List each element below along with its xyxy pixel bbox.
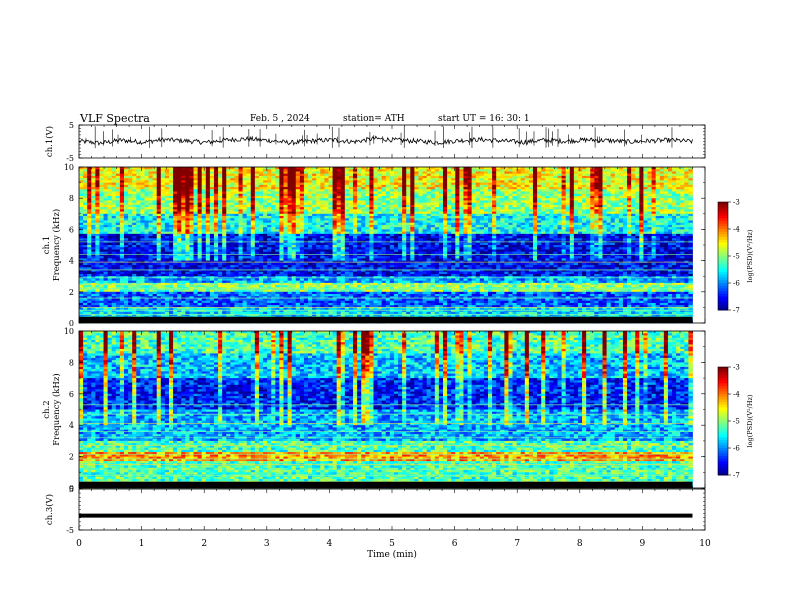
ch1-waveform-trace	[79, 136, 693, 144]
ch1-waveform-panel: 5 -5 ch.1(V)	[44, 121, 705, 163]
y-tick-label: -5	[66, 154, 74, 163]
y-tick-label: 5	[69, 121, 74, 130]
y-axis-label: ch.1(V)	[44, 126, 55, 157]
spectrogram-image	[79, 167, 693, 323]
